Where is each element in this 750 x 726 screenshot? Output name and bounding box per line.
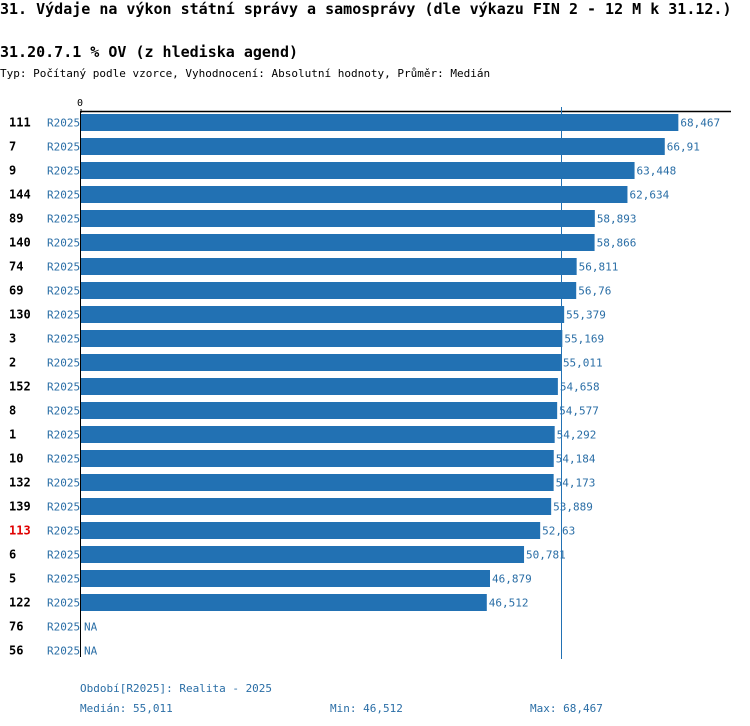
bar (81, 282, 577, 299)
bar (81, 402, 558, 419)
row-period-label: R2025 (47, 573, 80, 586)
row-period-label: R2025 (47, 381, 80, 394)
row-id-label: 132 (9, 476, 31, 490)
row-id-label: 140 (9, 236, 31, 250)
bar-value-label: 50,781 (526, 549, 566, 562)
bar-value-label: 53,889 (553, 501, 593, 514)
row-id-label: 113 (9, 524, 31, 538)
bar-value-label: 52,63 (542, 525, 575, 538)
footer-period-note: Období[R2025]: Realita - 2025 (80, 682, 273, 695)
row-id-label: 8 (9, 404, 16, 418)
bar (81, 114, 679, 131)
row-id-label: 9 (9, 164, 16, 178)
row-id-label: 69 (9, 284, 23, 298)
bar (81, 378, 558, 395)
na-value-label: NA (84, 645, 98, 658)
row-period-label: R2025 (47, 357, 80, 370)
row-id-label: 7 (9, 140, 16, 154)
bar-value-label: 46,512 (489, 597, 529, 610)
row-period-label: R2025 (47, 429, 80, 442)
footer-min: Min: 46,512 (330, 702, 403, 715)
row-period-label: R2025 (47, 117, 80, 130)
bar-value-label: 58,866 (597, 237, 637, 250)
bar-value-label: 68,467 (680, 117, 720, 130)
row-period-label: R2025 (47, 549, 80, 562)
bar-value-label: 55,169 (564, 333, 604, 346)
row-id-label: 5 (9, 572, 16, 586)
bar (81, 210, 595, 227)
row-period-label: R2025 (47, 285, 80, 298)
bar (81, 138, 665, 155)
row-period-label: R2025 (47, 309, 80, 322)
row-period-label: R2025 (47, 189, 80, 202)
row-id-label: 74 (9, 260, 23, 274)
chart-meta: Typ: Počítaný podle vzorce, Vyhodnocení:… (0, 67, 491, 80)
row-id-label: 122 (9, 596, 31, 610)
bar (81, 306, 565, 323)
row-period-label: R2025 (47, 165, 80, 178)
axis-zero-label: 0 (77, 98, 83, 109)
bar-value-label: 54,173 (556, 477, 596, 490)
bar-value-label: 58,893 (597, 213, 637, 226)
bar-value-label: 54,577 (559, 405, 599, 418)
bar-value-label: 46,879 (492, 573, 532, 586)
bar (81, 522, 541, 539)
row-id-label: 139 (9, 500, 31, 514)
row-id-label: 144 (9, 188, 31, 202)
bar-value-label: 66,91 (667, 141, 700, 154)
bar (81, 450, 554, 467)
bar (81, 354, 561, 371)
bar-value-label: 54,658 (560, 381, 600, 394)
bar (81, 546, 525, 563)
row-id-label: 111 (9, 116, 31, 130)
bar-value-label: 62,634 (629, 189, 669, 202)
bar-value-label: 54,184 (556, 453, 596, 466)
chart-title: 31. Výdaje na výkon státní správy a samo… (0, 0, 732, 18)
row-period-label: R2025 (47, 261, 80, 274)
bar (81, 474, 554, 491)
bar (81, 426, 555, 443)
row-period-label: R2025 (47, 501, 80, 514)
bar-value-label: 56,811 (579, 261, 619, 274)
row-period-label: R2025 (47, 333, 80, 346)
bar-value-label: 63,448 (637, 165, 677, 178)
bar (81, 594, 487, 611)
row-id-label: 10 (9, 452, 23, 466)
row-period-label: R2025 (47, 597, 80, 610)
row-id-label: 152 (9, 380, 31, 394)
row-period-label: R2025 (47, 405, 80, 418)
bar (81, 570, 491, 587)
bar (81, 330, 563, 347)
row-period-label: R2025 (47, 525, 80, 538)
bar (81, 162, 635, 179)
row-id-label: 56 (9, 644, 23, 658)
row-id-label: 130 (9, 308, 31, 322)
footer-median: Medián: 55,011 (80, 702, 173, 715)
bar (81, 498, 552, 515)
bar (81, 234, 595, 251)
bar (81, 186, 628, 203)
bar-value-label: 55,011 (563, 357, 603, 370)
row-period-label: R2025 (47, 237, 80, 250)
row-period-label: R2025 (47, 141, 80, 154)
row-period-label: R2025 (47, 453, 80, 466)
row-id-label: 2 (9, 356, 16, 370)
row-id-label: 6 (9, 548, 16, 562)
chart-subtitle: 31.20.7.1 % OV (z hlediska agend) (0, 43, 299, 61)
na-value-label: NA (84, 621, 98, 634)
bar-value-label: 56,76 (578, 285, 611, 298)
row-id-label: 89 (9, 212, 23, 226)
bar-value-label: 55,379 (566, 309, 606, 322)
row-period-label: R2025 (47, 477, 80, 490)
row-period-label: R2025 (47, 621, 80, 634)
row-id-label: 3 (9, 332, 16, 346)
row-period-label: R2025 (47, 213, 80, 226)
bar-value-label: 54,292 (557, 429, 597, 442)
row-id-label: 76 (9, 620, 23, 634)
row-id-label: 1 (9, 428, 16, 442)
footer-max: Max: 68,467 (530, 702, 603, 715)
bar (81, 258, 577, 275)
row-period-label: R2025 (47, 645, 80, 658)
